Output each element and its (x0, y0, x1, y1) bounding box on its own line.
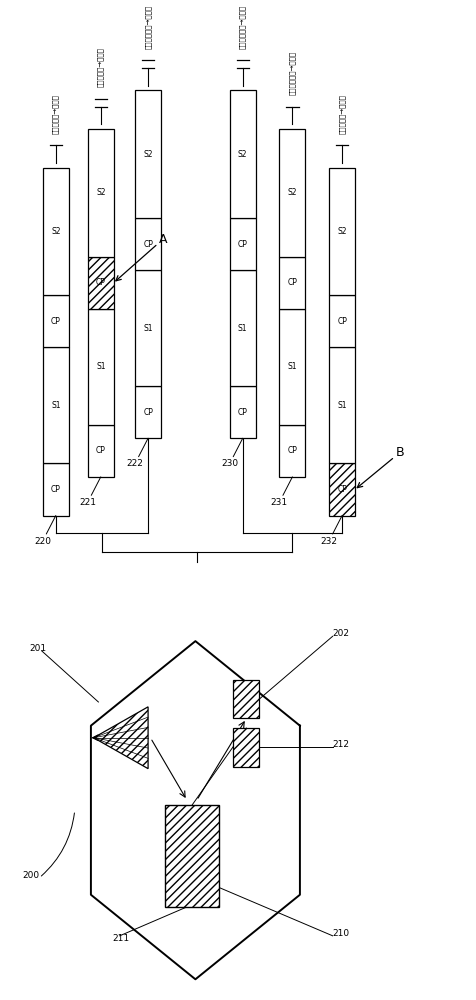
Text: S1: S1 (238, 324, 248, 333)
Bar (43, 168, 69, 295)
Text: CP: CP (337, 485, 347, 494)
Bar (135, 270, 161, 386)
Text: 221: 221 (79, 477, 101, 507)
Text: 宏小区基站→终端二: 宏小区基站→终端二 (98, 48, 104, 87)
Bar (230, 90, 256, 218)
Text: CP: CP (143, 408, 153, 417)
Text: 宏小区基站→终端二: 宏小区基站→终端二 (339, 94, 346, 134)
Text: 毫微小区基站→终端二: 毫微小区基站→终端二 (289, 51, 296, 95)
Bar (329, 168, 355, 295)
Text: CP: CP (51, 485, 61, 494)
Bar (279, 309, 306, 425)
Bar (329, 463, 355, 516)
Text: S2: S2 (288, 188, 297, 197)
Text: B: B (357, 446, 404, 488)
Text: 222: 222 (127, 438, 148, 468)
Text: CP: CP (288, 278, 298, 287)
Text: 230: 230 (221, 438, 243, 468)
Text: 202: 202 (333, 629, 350, 638)
Bar (135, 386, 161, 438)
Text: 212: 212 (333, 740, 350, 749)
Text: CP: CP (288, 446, 298, 455)
Bar (165, 805, 219, 907)
Text: S1: S1 (96, 362, 106, 371)
Bar (329, 347, 355, 463)
Bar (43, 295, 69, 347)
Text: CP: CP (337, 317, 347, 326)
Text: CP: CP (96, 446, 106, 455)
Bar (230, 386, 256, 438)
Text: S1: S1 (143, 324, 153, 333)
Text: S1: S1 (288, 362, 297, 371)
Text: 宏小区基站→终端一: 宏小区基站→终端一 (52, 94, 59, 134)
Bar (135, 90, 161, 218)
Bar (233, 728, 259, 767)
Bar (230, 218, 256, 270)
Text: 211: 211 (113, 934, 130, 943)
Bar (233, 680, 259, 718)
Bar (279, 129, 306, 257)
Text: 220: 220 (34, 516, 56, 546)
Text: S2: S2 (337, 227, 347, 236)
Bar (43, 463, 69, 516)
Text: 200: 200 (23, 871, 40, 880)
Text: S2: S2 (238, 150, 248, 159)
Bar (88, 257, 114, 309)
Polygon shape (94, 707, 148, 769)
Text: CP: CP (51, 317, 61, 326)
Bar (88, 425, 114, 477)
Text: 毫微小区基站→终端二: 毫微小区基站→终端二 (239, 5, 246, 49)
Text: 210: 210 (333, 929, 350, 938)
Text: 232: 232 (320, 516, 342, 546)
Text: 毫微小区基站→终端二: 毫微小区基站→终端二 (145, 5, 151, 49)
Text: S2: S2 (96, 188, 106, 197)
Text: CP: CP (96, 278, 106, 287)
Text: S2: S2 (143, 150, 153, 159)
Bar (135, 218, 161, 270)
Text: CP: CP (238, 408, 248, 417)
Bar (43, 347, 69, 463)
Text: CP: CP (238, 240, 248, 249)
Bar (279, 425, 306, 477)
Bar (279, 257, 306, 309)
Text: A: A (116, 233, 167, 281)
Bar (230, 270, 256, 386)
Text: 201: 201 (30, 644, 47, 653)
Bar (88, 309, 114, 425)
Text: S2: S2 (51, 227, 60, 236)
Text: S1: S1 (337, 401, 347, 410)
Text: S1: S1 (51, 401, 60, 410)
Text: 231: 231 (271, 477, 292, 507)
Bar (88, 129, 114, 257)
Bar (329, 295, 355, 347)
Text: CP: CP (143, 240, 153, 249)
